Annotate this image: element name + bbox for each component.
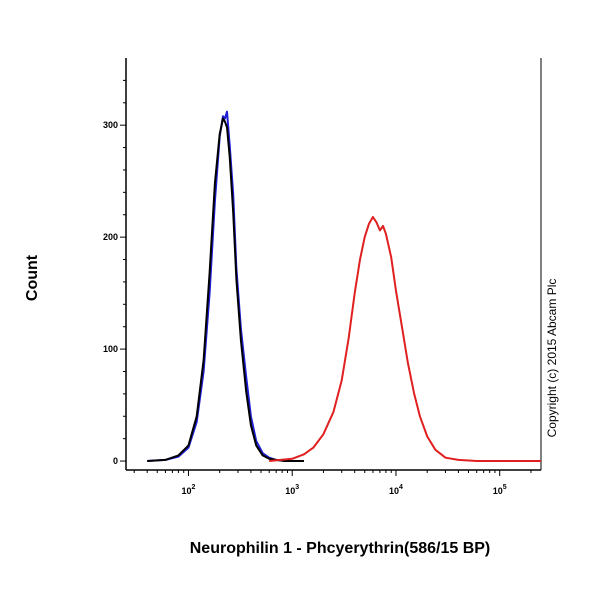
x-tick-label: 103: [285, 484, 299, 496]
series-line-2: [147, 117, 304, 462]
y-tick-label: 100: [103, 344, 118, 354]
series-line-3: [269, 216, 541, 462]
copyright-annotation: Copyright (c) 2015 Abcam Plc: [545, 279, 559, 438]
y-tick-label: 200: [103, 232, 118, 242]
y-tick-label: 300: [103, 120, 118, 130]
x-tick-label: 104: [389, 484, 403, 496]
x-tick-label: 105: [493, 484, 507, 496]
x-axis-label: Neurophilin 1 - Phcyerythrin(586/15 BP): [190, 540, 491, 557]
y-axis-label: Count: [24, 254, 41, 301]
x-tick-label: 102: [182, 484, 196, 496]
y-tick-label: 0: [113, 456, 118, 466]
